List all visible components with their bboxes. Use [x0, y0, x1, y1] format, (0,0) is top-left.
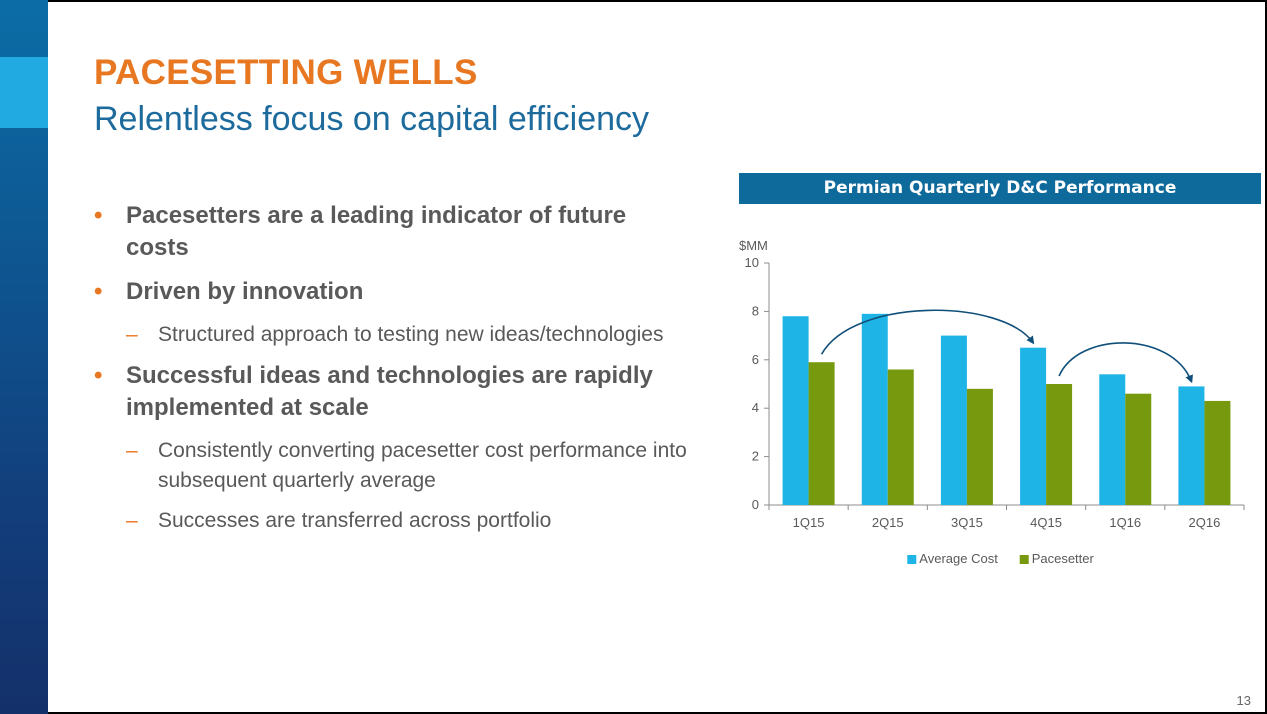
chart-title: Permian Quarterly D&C Performance [739, 173, 1261, 204]
y-tick-label: 2 [752, 449, 759, 464]
bar-average-cost-2q15 [861, 313, 888, 505]
x-tick-label: 3Q15 [951, 515, 983, 530]
bullet-item: • Successful ideas and technologies are … [94, 360, 694, 424]
y-tick-label: 8 [752, 303, 759, 318]
page-number: 13 [1236, 693, 1251, 708]
bar-pacesetter-1q16 [1125, 393, 1152, 505]
trend-arrow [820, 309, 1035, 355]
bar-pacesetter-3q15 [966, 388, 993, 505]
bar-average-cost-1q15 [782, 316, 809, 505]
x-tick-label: 4Q15 [1030, 515, 1062, 530]
sub-bullet-item: – Consistently converting pacesetter cos… [94, 436, 694, 496]
side-accent-block [0, 57, 48, 128]
x-tick-label: 2Q16 [1189, 515, 1221, 530]
bar-pacesetter-4q15 [1046, 384, 1073, 505]
y-tick-label: 4 [752, 400, 759, 415]
bullet-item: • Pacesetters are a leading indicator of… [94, 200, 694, 264]
sub-bullet-marker: – [126, 439, 138, 462]
bar-pacesetter-1q15 [808, 362, 835, 505]
bar-average-cost-1q16 [1099, 374, 1126, 505]
bullet-marker: • [94, 362, 103, 389]
bar-average-cost-2q16 [1178, 386, 1205, 505]
bar-average-cost-3q15 [940, 335, 967, 505]
legend-swatch-average-cost [907, 555, 917, 564]
legend-label-pacesetter: Pacesetter [1032, 551, 1095, 566]
sub-bullet-marker: – [126, 323, 138, 346]
x-tick-label: 2Q15 [872, 515, 904, 530]
sub-bullet-marker: – [126, 509, 138, 532]
slide-title: PACESETTING WELLS [94, 53, 478, 92]
legend-label-average-cost: Average Cost [919, 551, 998, 566]
y-tick-label: 0 [752, 497, 759, 512]
y-axis-label: $MM [739, 238, 768, 253]
bullet-text: Driven by innovation [126, 278, 364, 305]
y-tick-label: 10 [745, 255, 759, 270]
trend-arrow [1058, 342, 1193, 384]
sub-bullet-text: Successes are transferred across portfol… [158, 509, 552, 532]
bullet-list: • Pacesetters are a leading indicator of… [94, 200, 694, 546]
slide-subtitle: Relentless focus on capital efficiency [94, 100, 650, 138]
bar-pacesetter-2q16 [1204, 400, 1231, 505]
x-tick-label: 1Q15 [793, 515, 825, 530]
bullet-text: Successful ideas and technologies are ra… [126, 362, 653, 421]
bullet-marker: • [94, 278, 103, 305]
sub-bullet-item: – Structured approach to testing new ide… [94, 320, 694, 350]
sub-bullet-item: – Successes are transferred across portf… [94, 506, 694, 536]
legend-swatch-pacesetter [1019, 555, 1029, 564]
sub-bullet-text: Consistently converting pacesetter cost … [158, 439, 687, 492]
bar-pacesetter-2q15 [887, 369, 914, 505]
bullet-marker: • [94, 202, 103, 229]
sub-bullet-text: Structured approach to testing new ideas… [158, 323, 664, 346]
bullet-item: • Driven by innovation [94, 276, 694, 308]
bullet-text: Pacesetters are a leading indicator of f… [126, 202, 627, 261]
bar-average-cost-4q15 [1020, 347, 1047, 505]
y-tick-label: 6 [752, 352, 759, 367]
x-tick-label: 1Q16 [1109, 515, 1141, 530]
